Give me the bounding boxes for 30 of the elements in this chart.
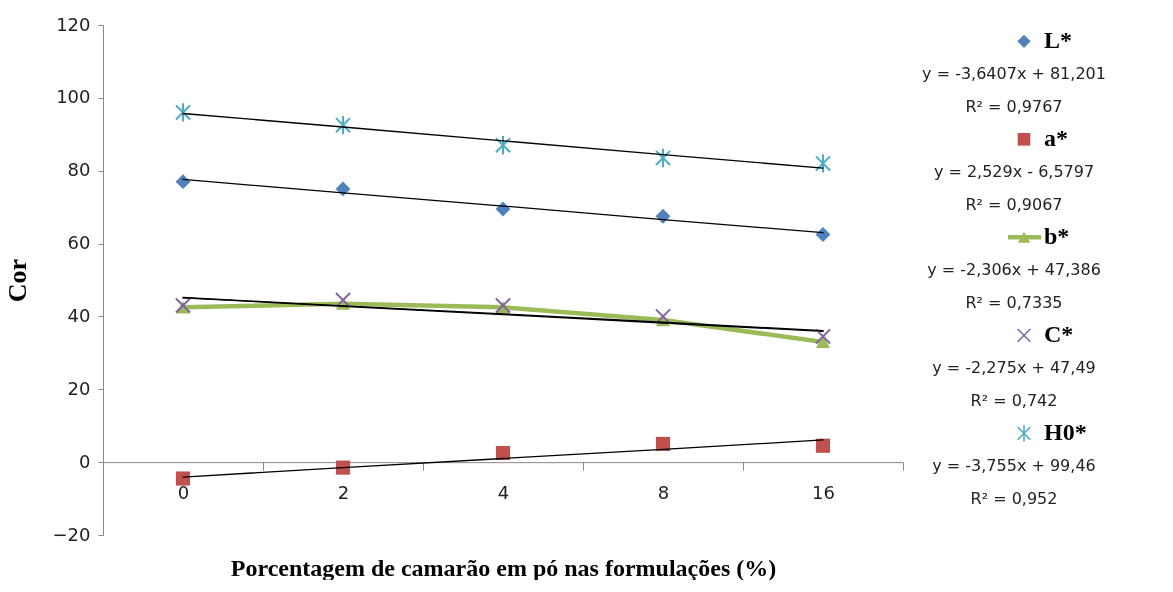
text: y = -2,306x + 47,386 — [927, 260, 1101, 279]
text: R² = 0,9067 — [965, 194, 1063, 214]
x-tick-label: 8 — [657, 481, 670, 503]
y-tick-label: 40 — [67, 304, 91, 326]
x-axis-title: Porcentagem de camarão em pó nas formulações (%) — [230, 554, 777, 581]
y-tick-label: 80 — [67, 159, 91, 181]
legend-label: b* — [1044, 223, 1070, 250]
y-tick-label: 0 — [79, 450, 91, 472]
text: R² = 0,7335 — [965, 292, 1063, 312]
legend-label: a* — [1044, 125, 1068, 152]
legend-label: H0* — [1044, 419, 1087, 446]
text: R² = 0,742 — [970, 390, 1058, 410]
x-tick-label: 16 — [812, 481, 835, 503]
text: y = -3,755x + 99,46 — [932, 456, 1096, 475]
x-tick-label: 0 — [177, 481, 190, 503]
text: y = -2,275x + 47,49 — [932, 358, 1096, 377]
text: y = -3,6407x + 81,201 — [922, 64, 1106, 83]
text: R² = 0,952 — [970, 488, 1058, 508]
y-axis-title: Cor — [2, 258, 32, 303]
y-tick-label: 100 — [56, 86, 91, 108]
y-tick-label: 120 — [56, 13, 91, 35]
x-tick-label: 4 — [497, 481, 510, 503]
y-tick-label: −20 — [52, 523, 91, 545]
y-tick-label: 60 — [67, 232, 91, 254]
y-tick-label: 20 — [67, 377, 91, 399]
text: R² = 0,9767 — [965, 96, 1063, 116]
legend-label: L* — [1044, 27, 1073, 54]
x-tick-label: 2 — [337, 481, 350, 503]
text: y = 2,529x - 6,5797 — [933, 162, 1095, 181]
legend-label: C* — [1044, 321, 1074, 348]
